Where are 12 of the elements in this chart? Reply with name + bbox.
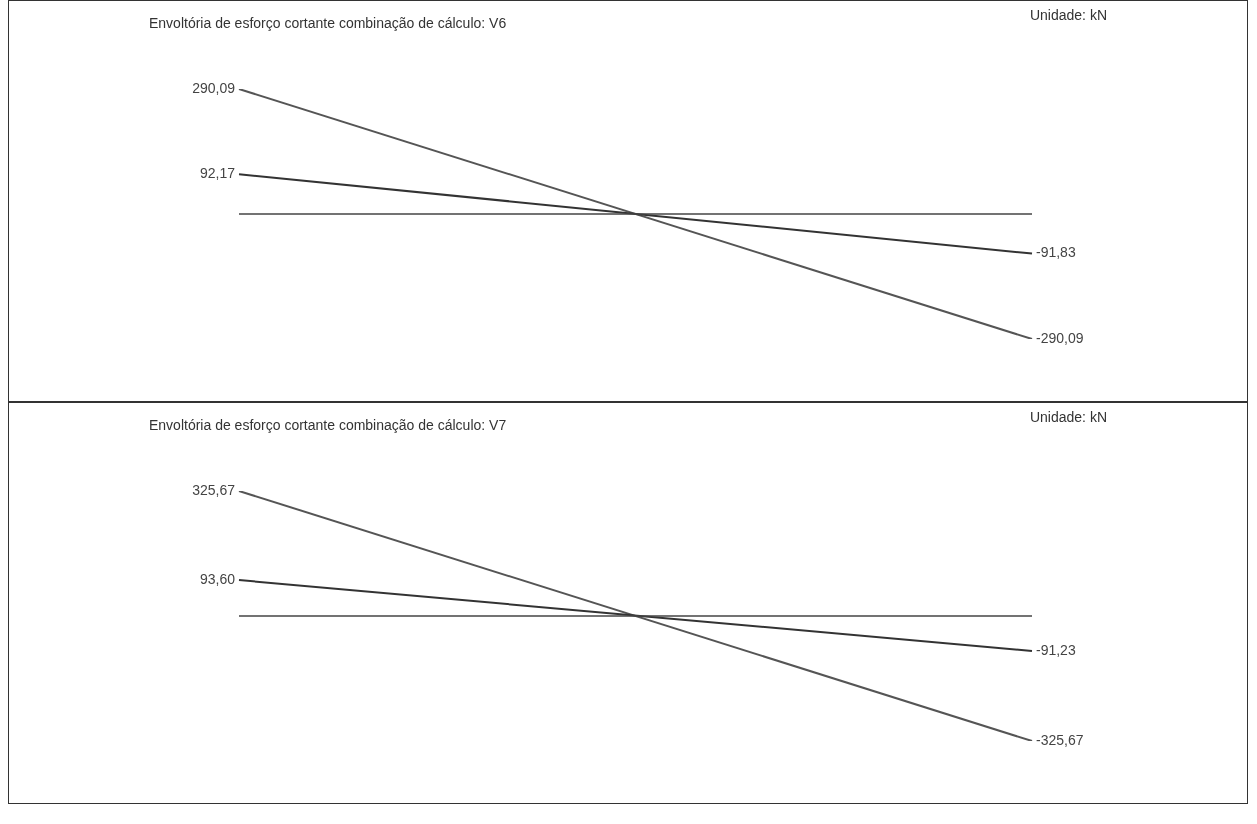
data-label: 290,09 (192, 79, 236, 96)
data-label: 325,67 (192, 481, 236, 498)
data-label: 93,60 (199, 570, 236, 587)
data-label: -91,23 (1036, 641, 1076, 658)
data-label: -325,67 (1036, 731, 1084, 748)
data-label: 92,17 (199, 165, 236, 182)
text: Unidade: kN (1029, 409, 1107, 425)
data-label: -91,83 (1036, 244, 1076, 261)
chart-title: Envoltória de esforço cortante combinação de cálculo: V6 (149, 15, 507, 31)
text: Unidade: kN (1029, 7, 1107, 23)
chart-title: Envoltória de esforço cortante combinação de cálculo: V7 (149, 417, 507, 433)
data-label: -290,09 (1036, 329, 1084, 346)
